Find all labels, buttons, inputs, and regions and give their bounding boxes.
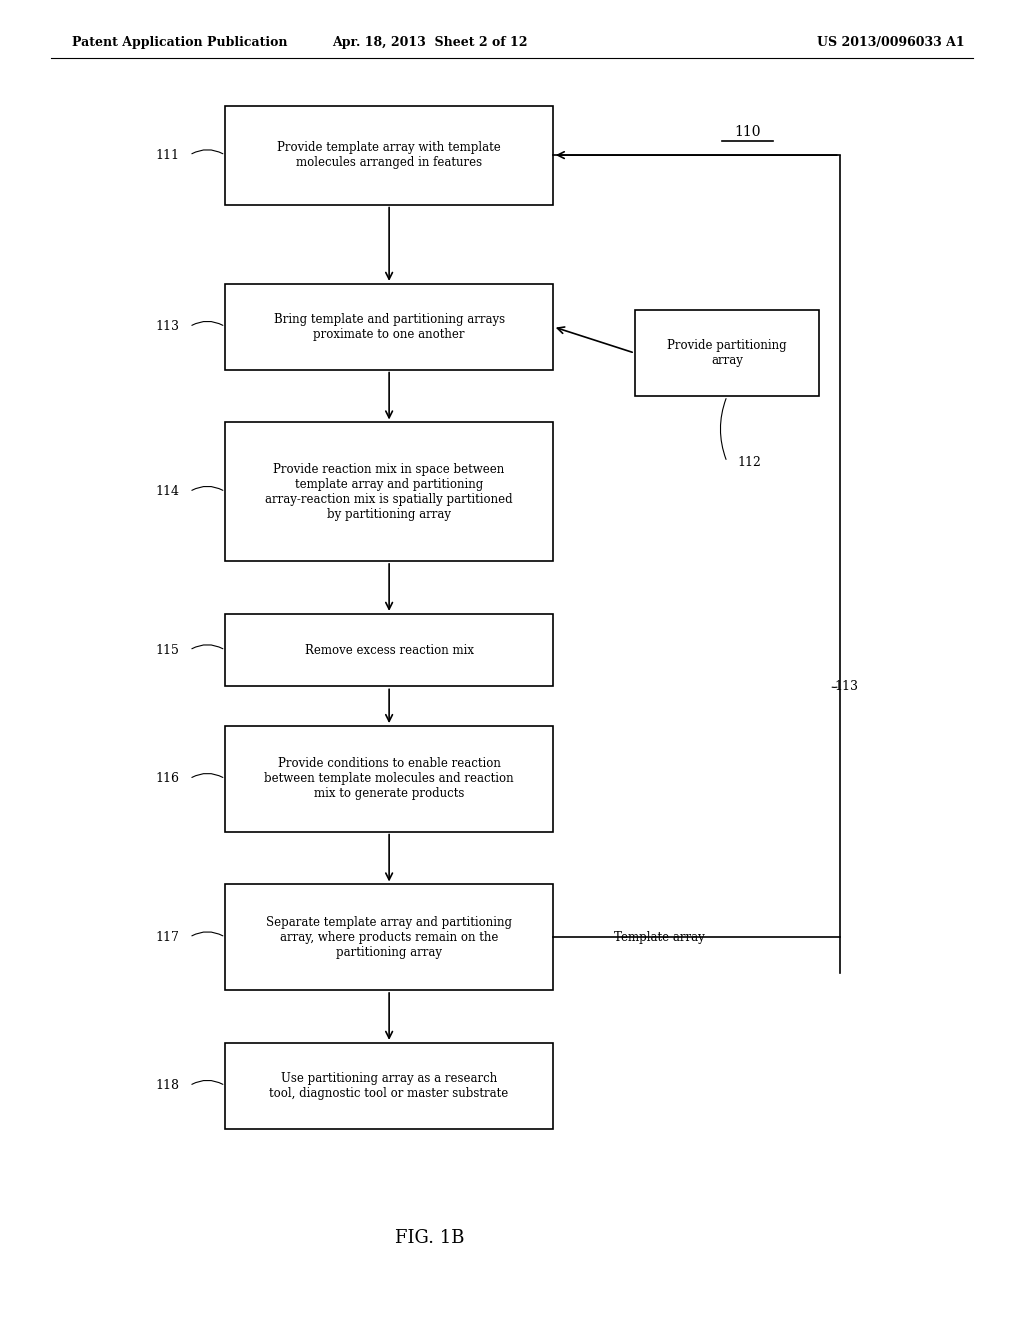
Text: Provide partitioning
array: Provide partitioning array: [668, 339, 786, 367]
FancyBboxPatch shape: [225, 284, 553, 370]
Text: 118: 118: [156, 1080, 179, 1092]
Text: 114: 114: [156, 486, 179, 498]
FancyBboxPatch shape: [225, 726, 553, 832]
Text: 111: 111: [156, 149, 179, 161]
Text: Provide reaction mix in space between
template array and partitioning
array-reac: Provide reaction mix in space between te…: [265, 463, 513, 520]
FancyBboxPatch shape: [225, 422, 553, 561]
FancyBboxPatch shape: [225, 884, 553, 990]
Text: Provide template array with template
molecules arranged in features: Provide template array with template mol…: [278, 141, 501, 169]
FancyBboxPatch shape: [635, 310, 819, 396]
Text: 116: 116: [156, 772, 179, 785]
Text: Patent Application Publication: Patent Application Publication: [72, 36, 287, 49]
Text: Separate template array and partitioning
array, where products remain on the
par: Separate template array and partitioning…: [266, 916, 512, 958]
FancyBboxPatch shape: [225, 1043, 553, 1129]
Text: Use partitioning array as a research
tool, diagnostic tool or master substrate: Use partitioning array as a research too…: [269, 1072, 509, 1100]
Text: Remove excess reaction mix: Remove excess reaction mix: [304, 644, 474, 656]
Text: 110: 110: [734, 125, 761, 139]
FancyBboxPatch shape: [225, 106, 553, 205]
Text: 115: 115: [156, 644, 179, 656]
Text: US 2013/0096033 A1: US 2013/0096033 A1: [817, 36, 965, 49]
Text: 113: 113: [156, 321, 179, 333]
Text: 113: 113: [835, 680, 858, 693]
Text: 112: 112: [737, 455, 761, 469]
Text: Provide conditions to enable reaction
between template molecules and reaction
mi: Provide conditions to enable reaction be…: [264, 758, 514, 800]
Text: FIG. 1B: FIG. 1B: [395, 1229, 465, 1247]
Text: Apr. 18, 2013  Sheet 2 of 12: Apr. 18, 2013 Sheet 2 of 12: [333, 36, 527, 49]
Text: 117: 117: [156, 931, 179, 944]
FancyBboxPatch shape: [225, 614, 553, 686]
Text: Template array: Template array: [614, 931, 706, 944]
Text: Bring template and partitioning arrays
proximate to one another: Bring template and partitioning arrays p…: [273, 313, 505, 341]
